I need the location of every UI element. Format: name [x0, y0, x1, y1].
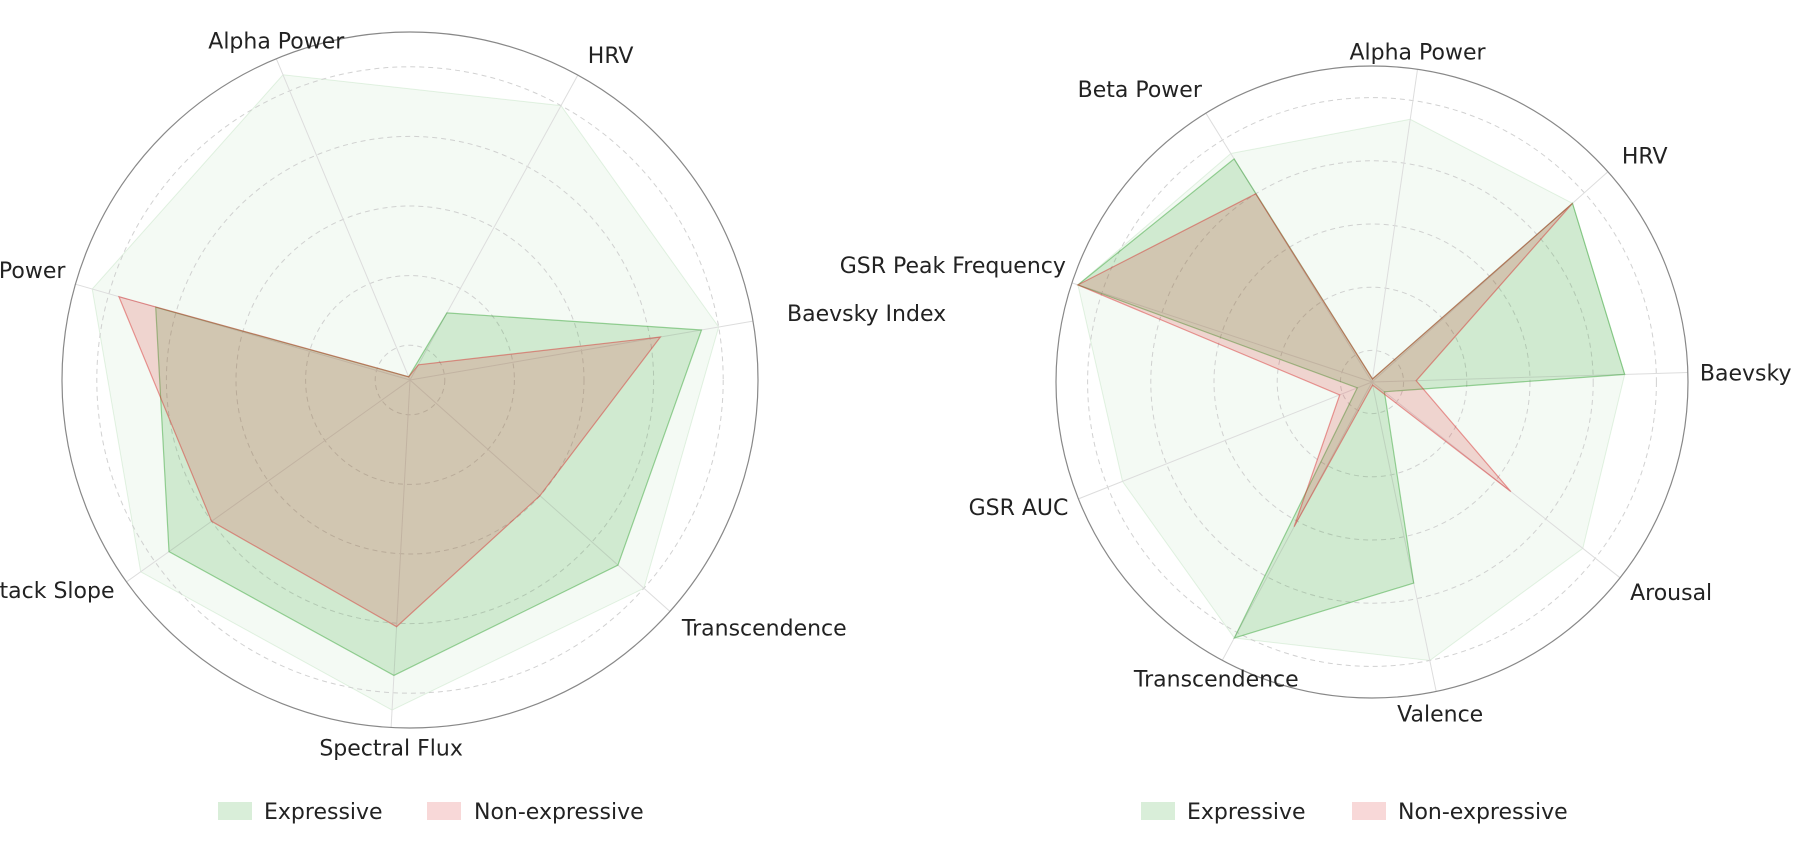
grid-circle: [305, 275, 515, 485]
axis-spoke: [409, 74, 579, 381]
legend-label-non-expressive: Non-expressive: [1398, 800, 1568, 825]
axis-spoke: [1071, 282, 1373, 383]
outer-ring: [61, 31, 759, 729]
axis-spoke: [1371, 171, 1609, 383]
axis-spoke: [1078, 381, 1373, 500]
legend-label-expressive: Expressive: [264, 800, 383, 825]
axis-spoke: [75, 283, 411, 381]
legend-swatch-non-expressive: [427, 802, 461, 820]
radar-chart-right: Baevsky Index HRV Alpha Power Beta Power GSR…: [840, 40, 1800, 727]
axis-label: Alpha Power: [1349, 40, 1486, 65]
axis-label: Arousal: [1630, 581, 1712, 606]
radar-chart-left: Baevsky Index HRV Alpha Power Beta Power Att…: [0, 30, 946, 762]
axis-label: Baevsky Index: [787, 302, 946, 327]
axis-spoke: [1221, 381, 1373, 661]
outer-ring: [1055, 65, 1689, 699]
grid-circle: [165, 135, 655, 625]
grid-circle: [1339, 349, 1405, 415]
axis-label: HRV: [588, 44, 634, 69]
grid-circle: [1213, 223, 1531, 541]
axis-spoke: [1205, 112, 1373, 383]
legend-swatch-expressive: [1141, 802, 1175, 820]
axis-spoke: [1371, 372, 1688, 383]
legend-right: Expressive Non-expressive: [1141, 800, 1568, 825]
background-envelope: [91, 74, 720, 711]
grid-circle: [235, 205, 585, 555]
axis-spoke: [409, 379, 671, 612]
series-non-expressive: [117, 295, 662, 628]
axis-label: Attack Slope: [0, 579, 115, 604]
axis-spoke: [275, 58, 411, 381]
axis-label: Transcendence: [1133, 667, 1299, 692]
grid-circle: [1150, 160, 1594, 604]
axis-spoke: [1371, 381, 1437, 692]
axis-spoke: [390, 379, 411, 728]
axis-spoke: [126, 379, 411, 583]
axis-label: Valence: [1397, 702, 1483, 727]
legend-swatch-non-expressive: [1352, 802, 1386, 820]
axis-spoke: [1371, 69, 1418, 383]
axis-label: Alpha Power: [208, 30, 345, 55]
grid-circle: [1276, 286, 1468, 478]
axis-label: Baevsky Index: [1700, 362, 1800, 387]
legend-label-non-expressive: Non-expressive: [474, 800, 644, 825]
axis-label: Beta Power: [0, 259, 66, 284]
axis-label: HRV: [1622, 145, 1668, 170]
legend-swatch-expressive: [218, 802, 252, 820]
legend-label-expressive: Expressive: [1187, 800, 1306, 825]
axis-label: Beta Power: [1078, 78, 1203, 103]
grid-circle: [1087, 97, 1657, 667]
grid-circle: [374, 344, 446, 416]
grid-circle: [96, 66, 724, 694]
series-expressive: [1076, 158, 1626, 639]
axis-label: GSR AUC: [969, 496, 1069, 521]
axis-label: GSR Peak Frequency: [840, 254, 1066, 279]
axis-label: Transcendence: [681, 616, 847, 641]
axis-spoke: [409, 320, 754, 381]
axis-spoke: [1371, 381, 1621, 579]
series-expressive: [155, 306, 703, 677]
series-non-expressive: [1076, 193, 1573, 527]
legend-left: Expressive Non-expressive: [218, 800, 644, 825]
axis-label: Spectral Flux: [319, 737, 463, 762]
